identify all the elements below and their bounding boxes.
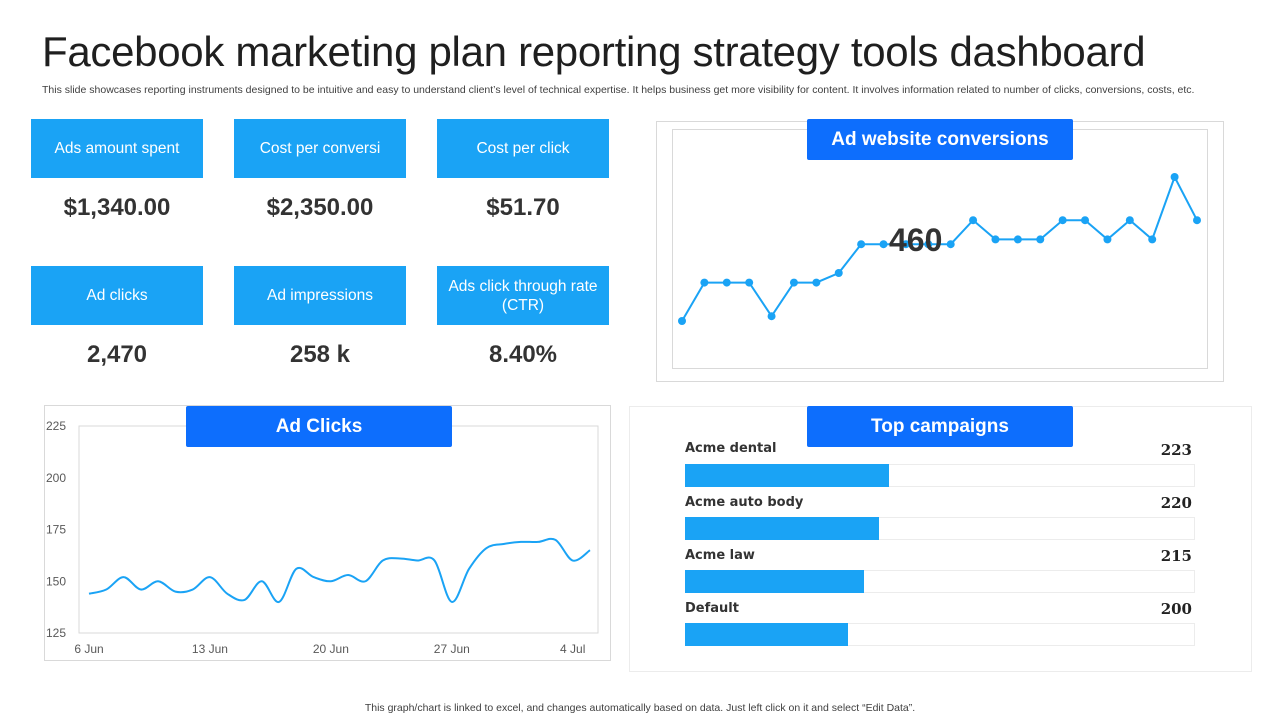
conversions-data-point [678,317,686,325]
footnote: This graph/chart is linked to excel, and… [364,702,916,714]
kpi-value-ad-clicks: 2,470 [86,341,148,368]
conversions-series-line [681,174,1198,322]
x-tick-label: 6 Jun [74,642,103,656]
conversions-data-point [1148,235,1157,244]
conversions-data-point [1103,235,1112,244]
conversions-data-point [700,278,709,287]
page-title: Facebook marketing plan reporting strate… [42,28,1146,75]
conversions-data-point [1013,235,1022,244]
page-subtitle: This slide showcases reporting instrumen… [42,84,1195,96]
campaign-name: Acme dental [685,441,777,456]
conversions-data-point [767,312,776,321]
conversions-header: Ad website conversions [807,119,1073,160]
conversions-data-point [857,240,866,249]
campaign-bar-fill [685,623,849,646]
y-tick-label: 200 [46,471,66,485]
conversions-data-point [969,216,978,225]
ad-clicks-chart: 125 150 175 200 225 6 Jun 13 Jun 20 Jun 27 Jun 4 … [46,419,599,656]
conversions-data-point [1193,216,1201,225]
campaign-value: 215 [1160,547,1192,565]
conversions-data-point [991,235,1000,244]
conversions-data-point [1036,235,1045,244]
x-tick-label: 4 Jul [560,642,585,656]
kpi-value-ctr: 8.40% [488,341,558,368]
kpi-label-ad-impressions: Ad impressions [234,266,406,325]
kpi-label-ad-clicks: Ad clicks [31,266,203,325]
kpi-label-cost-per-conversion: Cost per conversi [234,119,406,178]
x-tick-label: 20 Jun [313,642,349,656]
campaign-name: Default [685,601,739,616]
x-tick-label: 27 Jun [434,642,470,656]
campaign-value: 220 [1160,494,1192,512]
conversions-data-point [946,240,955,249]
conversions-plot-frame [672,129,1208,369]
ad-clicks-series-line [88,537,591,603]
kpi-label-cost-per-click: Cost per click [437,119,609,178]
ad-clicks-header: Ad Clicks [186,406,452,447]
campaign-name: Acme auto body [685,495,804,510]
conversions-data-point [1058,216,1067,225]
conversions-data-point [745,278,754,287]
campaign-value: 200 [1160,600,1192,618]
ad-clicks-plot-area [78,425,599,634]
kpi-value-ads-amount-spent: $1,340.00 [63,194,171,221]
campaign-name: Acme law [685,548,755,563]
kpi-value-cost-per-click: $51.70 [486,194,560,221]
campaign-bar-fill [685,517,879,540]
conversions-data-point [879,240,888,249]
y-tick-label: 150 [46,574,66,588]
campaign-value: 223 [1160,441,1192,459]
conversions-data-point [1081,216,1090,225]
y-tick-label: 175 [46,523,66,537]
conversions-total: 460 [889,222,943,258]
conversions-data-point [834,269,843,277]
kpi-value-cost-per-conversion: $2,350.00 [266,194,374,221]
campaign-bar-fill [685,570,864,593]
campaigns-header: Top campaigns [807,406,1073,447]
x-tick-label: 13 Jun [192,642,228,656]
y-tick-label: 125 [46,626,66,640]
conversions-data-point [1125,216,1134,225]
conversions-data-point [812,278,821,287]
conversions-data-point [789,278,798,287]
conversions-data-point [722,278,731,287]
conversions-data-point [901,240,910,249]
conversions-chart [678,173,1201,325]
conversions-data-point [1170,173,1179,181]
conversions-data-point [924,240,933,249]
campaign-bar-fill [685,464,889,487]
y-tick-label: 225 [46,419,66,433]
kpi-value-ad-impressions: 258 k [289,341,351,368]
kpi-label-ads-amount-spent: Ads amount spent [31,119,203,178]
kpi-label-ctr: Ads click through rate (CTR) [437,266,609,325]
